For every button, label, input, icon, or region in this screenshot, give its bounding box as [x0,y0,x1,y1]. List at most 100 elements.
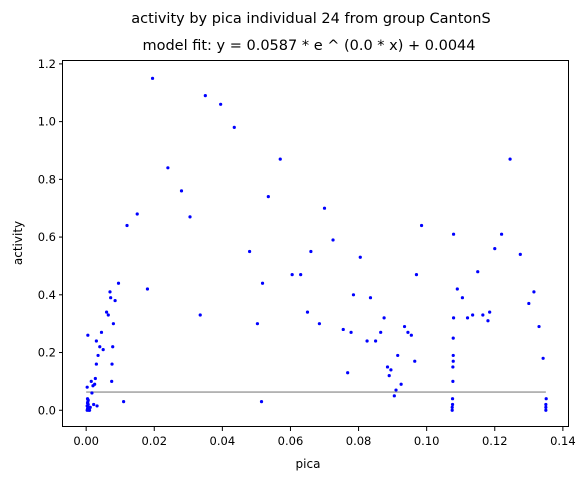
data-point [101,348,105,352]
data-point [493,247,497,251]
data-point [92,402,96,407]
data-point [544,405,548,409]
data-point [394,388,398,392]
data-point [188,215,192,219]
data-point [111,322,115,326]
data-point [96,353,100,358]
data-point [150,76,155,80]
x-axis-label: pica [296,457,321,471]
data-point [471,313,475,317]
data-point [409,333,413,337]
data-point [109,296,113,300]
data-point [499,232,504,236]
data-point [451,379,455,383]
x-tick-label: 0.04 [210,434,236,448]
x-tick-label: 0.06 [278,434,304,448]
data-point [106,313,110,317]
data-point [544,408,548,412]
data-point [351,293,356,297]
data-point [450,408,454,412]
data-point [455,287,459,291]
x-tick-label: 0.00 [73,434,99,448]
data-point [219,102,223,106]
data-point [451,359,455,363]
data-point [537,324,541,329]
data-point [532,290,536,294]
data-point [368,296,373,300]
data-point [379,330,383,334]
data-point [481,313,485,317]
data-point [451,353,455,358]
data-point [541,356,545,360]
x-tick-label: 0.08 [346,434,372,448]
data-point [341,327,345,332]
y-tick-label: 1.0 [38,115,56,129]
data-point [113,298,117,303]
data-point [99,330,104,334]
data-point [86,333,90,337]
data-point [382,316,386,320]
data-point [89,379,93,383]
x-tick-label: 0.14 [550,434,576,448]
data-point [90,391,94,395]
data-point [419,223,424,228]
data-point [349,330,353,334]
data-point [331,238,335,242]
data-point [392,394,396,398]
data-point [232,125,236,129]
y-tick-label: 0.4 [38,288,56,302]
y-tick-label: 0.0 [38,403,56,417]
data-point [248,249,252,254]
data-point [260,281,265,285]
data-point [518,252,522,256]
data-point [527,301,531,306]
data-point [389,368,393,372]
data-point [385,365,390,369]
y-tick-label: 0.2 [38,346,56,360]
data-point [508,157,512,161]
data-point [309,249,313,254]
data-point [406,330,410,334]
data-point [95,404,99,408]
y-tick-label: 0.6 [38,230,56,244]
data-point [111,345,115,349]
data-point [93,382,97,386]
y-tick-label: 0.8 [38,172,56,186]
data-point [110,379,114,383]
data-point [299,273,303,277]
data-point [88,405,92,409]
data-point [451,365,455,369]
data-point [544,402,548,407]
data-point [166,166,170,170]
data-point [460,296,465,300]
data-point [346,371,350,375]
data-point [305,310,310,314]
x-tick-label: 0.02 [141,434,167,448]
data-point [413,359,417,363]
data-point [135,212,139,216]
data-point [110,362,114,366]
data-point [486,319,490,323]
x-tick-label: 0.12 [482,434,508,448]
data-point [266,195,270,199]
data-point [98,345,102,349]
data-point [451,316,456,320]
data-point [402,324,407,329]
chart-title: activity by pica individual 24 from grou… [131,11,490,27]
data-point [387,374,391,378]
data-point [122,400,126,404]
y-axis: 0.0 0.2 0.4 0.6 0.8 1.0 1.2 [38,57,63,417]
plot-area [85,76,548,412]
data-point [317,322,322,326]
data-point [94,362,98,366]
data-point [488,310,492,314]
data-point [255,322,260,326]
data-point [94,339,98,343]
chart-subtitle: model fit: y = 0.0587 * e ^ (0.0 * x) + … [142,38,475,54]
data-point [414,273,419,277]
data-point [85,385,89,389]
data-point [203,94,207,98]
data-point [450,402,455,407]
data-point [399,382,403,386]
